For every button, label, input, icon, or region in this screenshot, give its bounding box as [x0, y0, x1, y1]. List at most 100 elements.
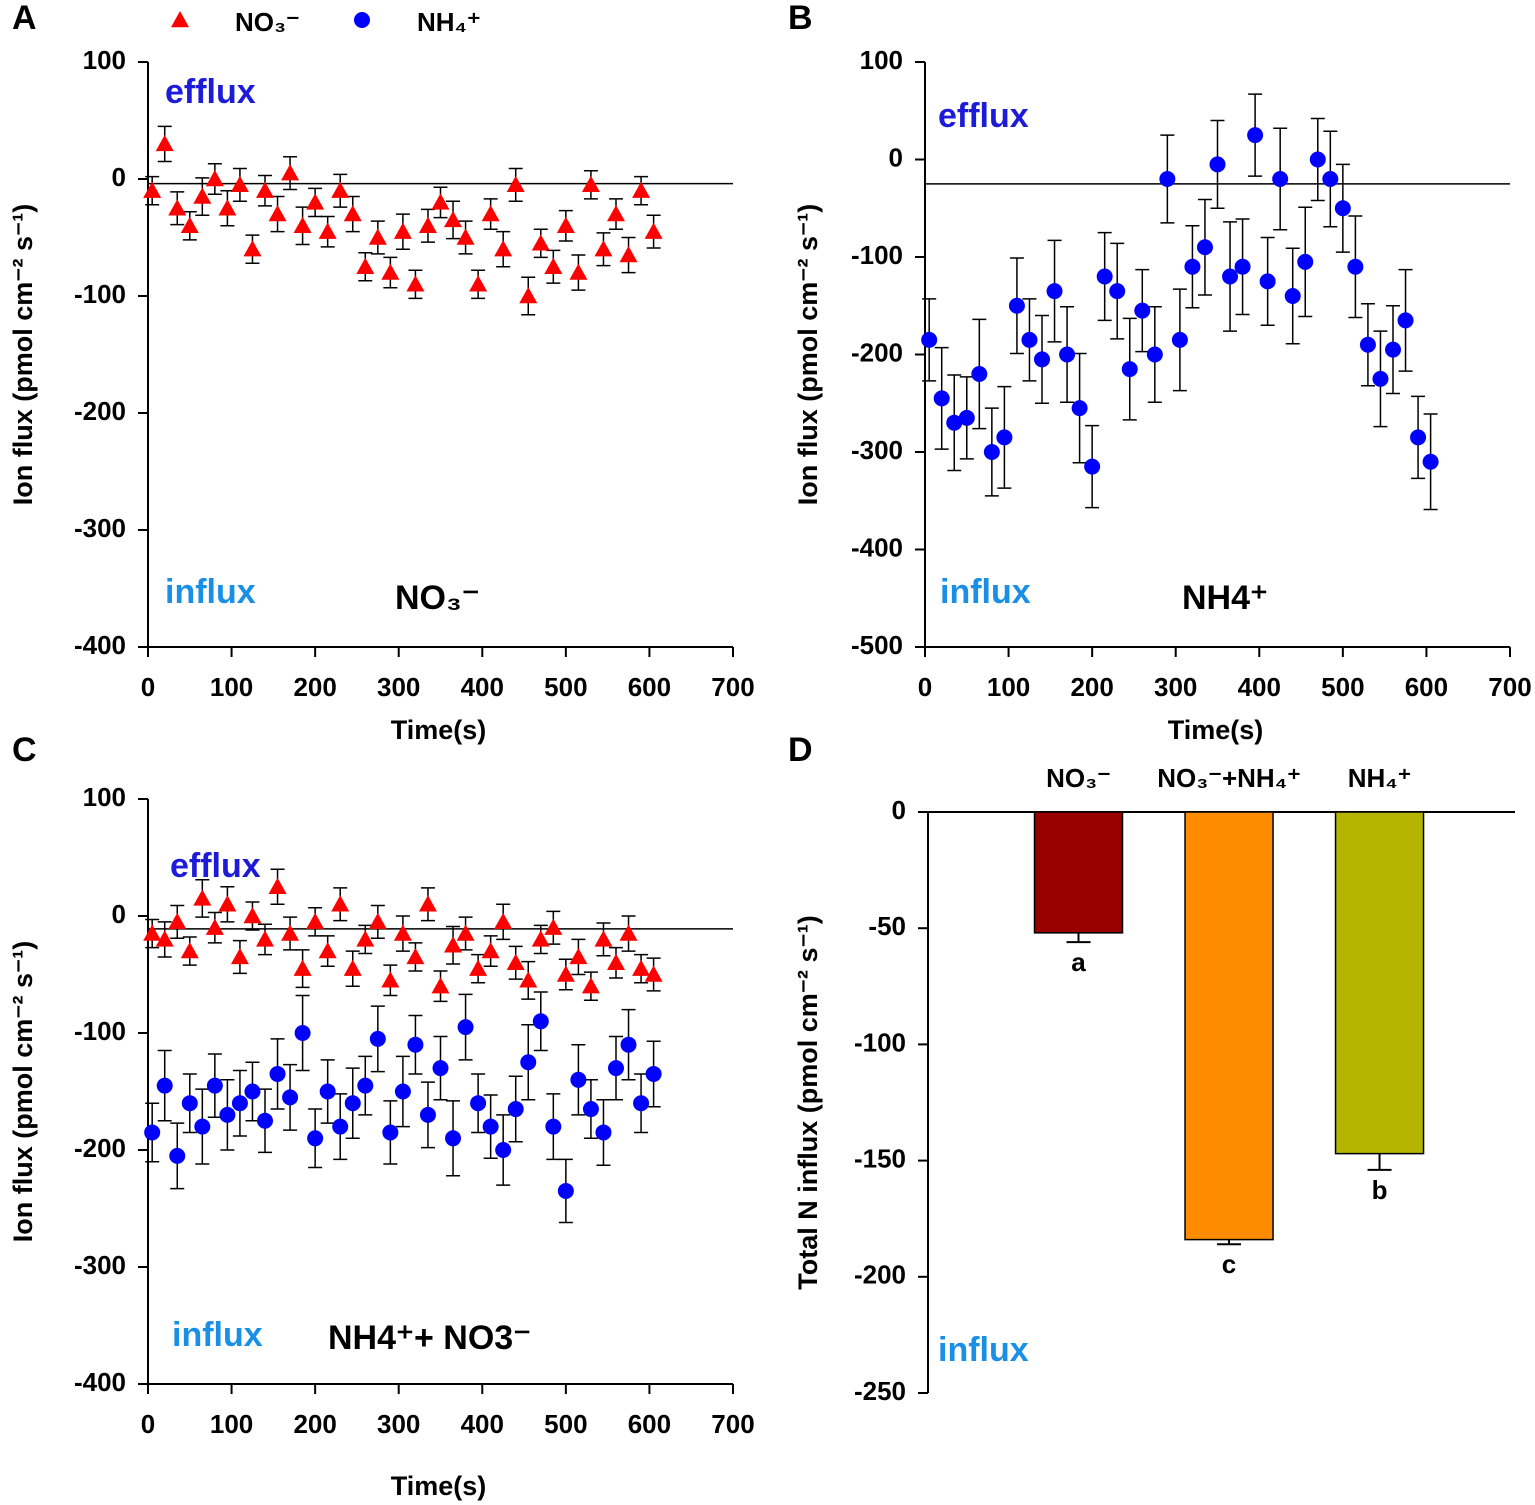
- data-point: [633, 1095, 650, 1112]
- data-point: [431, 977, 450, 994]
- y-tick-label: 100: [83, 45, 126, 75]
- significance-letter: c: [1222, 1249, 1236, 1279]
- y-tick-label: -400: [851, 532, 903, 562]
- bar: [1033, 811, 1124, 934]
- legend-marker: [171, 11, 189, 28]
- x-tick-label: 300: [1154, 672, 1197, 702]
- data-point: [394, 1083, 411, 1100]
- data-point: [1084, 458, 1101, 475]
- data-point: [169, 1147, 186, 1164]
- x-tick-label: 200: [293, 672, 336, 702]
- data-point: [1247, 127, 1264, 144]
- data-point: [645, 1065, 662, 1082]
- data-point: [318, 942, 337, 959]
- data-point: [570, 1071, 587, 1088]
- y-tick-label: -300: [74, 1250, 126, 1280]
- data-point: [983, 444, 1000, 460]
- data-point: [544, 918, 563, 935]
- data-point: [1121, 361, 1138, 378]
- category-label: NH₄⁺: [1348, 763, 1412, 793]
- data-point: [344, 1095, 361, 1112]
- y-tick-label: -250: [854, 1376, 906, 1406]
- data-point: [608, 1060, 624, 1077]
- data-point: [369, 1030, 386, 1047]
- data-point: [619, 246, 638, 263]
- data-point: [356, 257, 375, 274]
- x-tick-label: 700: [711, 672, 754, 702]
- data-point: [230, 175, 249, 193]
- data-point: [306, 912, 325, 930]
- y-axis-title: Ion flux (pmol cm⁻² s⁻¹): [8, 204, 38, 506]
- data-point: [532, 1013, 549, 1030]
- data-point: [293, 959, 312, 976]
- data-point: [531, 234, 550, 251]
- data-point: [418, 216, 437, 233]
- x-tick-label: 100: [210, 1409, 253, 1439]
- data-point: [218, 895, 237, 912]
- y-tick-label: -300: [851, 435, 903, 465]
- x-tick-label: 200: [1070, 672, 1113, 702]
- data-point: [1196, 239, 1213, 256]
- data-point: [556, 965, 575, 982]
- data-point: [494, 240, 513, 257]
- data-point: [205, 170, 224, 187]
- y-tick-label: -300: [74, 513, 126, 543]
- annotation: NH4⁺+ NO3⁻: [328, 1319, 531, 1357]
- data-point: [281, 924, 300, 941]
- annotation: efflux: [938, 97, 1029, 135]
- data-point: [1059, 346, 1076, 363]
- data-point: [506, 953, 525, 970]
- x-tick-label: 0: [141, 672, 155, 702]
- x-tick-label: 400: [1238, 672, 1281, 702]
- annotation: influx: [165, 573, 256, 611]
- y-axis-title: Total N influx (pmol cm⁻² s⁻¹): [793, 915, 823, 1290]
- data-point: [457, 1019, 474, 1036]
- annotation: efflux: [170, 847, 261, 885]
- data-point: [444, 936, 463, 953]
- data-point: [143, 181, 162, 198]
- data-point: [431, 193, 450, 210]
- data-point: [1422, 453, 1439, 470]
- data-point: [1322, 171, 1339, 187]
- data-point: [520, 1054, 537, 1071]
- data-point: [619, 924, 638, 941]
- data-point: [470, 1095, 487, 1112]
- data-point: [456, 228, 475, 245]
- data-point: [1359, 336, 1376, 353]
- data-point: [933, 390, 950, 407]
- data-point: [582, 1101, 599, 1118]
- data-point: [269, 1065, 286, 1082]
- y-axis-title: Ion flux (pmol cm⁻² s⁻¹): [793, 204, 823, 506]
- data-point: [230, 947, 249, 965]
- data-point: [481, 942, 500, 959]
- data-point: [632, 181, 651, 198]
- data-point: [607, 205, 625, 222]
- data-point: [181, 1095, 198, 1112]
- annotation: influx: [172, 1316, 263, 1354]
- data-point: [921, 331, 938, 348]
- data-point: [569, 947, 588, 965]
- data-point: [481, 205, 500, 222]
- annotation: influx: [940, 573, 1031, 611]
- y-axis-title: Ion flux (pmol cm⁻² s⁻¹): [8, 941, 38, 1243]
- data-point: [1309, 151, 1326, 168]
- data-point: [620, 1036, 637, 1053]
- data-point: [1184, 258, 1201, 275]
- data-point: [155, 930, 174, 947]
- data-point: [406, 275, 425, 292]
- data-point: [144, 1124, 161, 1141]
- y-tick-label: -400: [74, 1367, 126, 1397]
- y-tick-label: 0: [889, 142, 903, 172]
- x-tick-label: 700: [1488, 672, 1531, 702]
- data-point: [331, 181, 350, 198]
- data-point: [469, 275, 488, 292]
- data-point: [168, 199, 187, 216]
- x-tick-label: 100: [987, 672, 1030, 702]
- data-point: [594, 240, 613, 257]
- y-tick-label: 0: [892, 795, 906, 825]
- panel-letter: D: [788, 731, 813, 769]
- bar: [1334, 811, 1425, 1155]
- bar: [1184, 811, 1274, 1241]
- data-point: [368, 228, 387, 245]
